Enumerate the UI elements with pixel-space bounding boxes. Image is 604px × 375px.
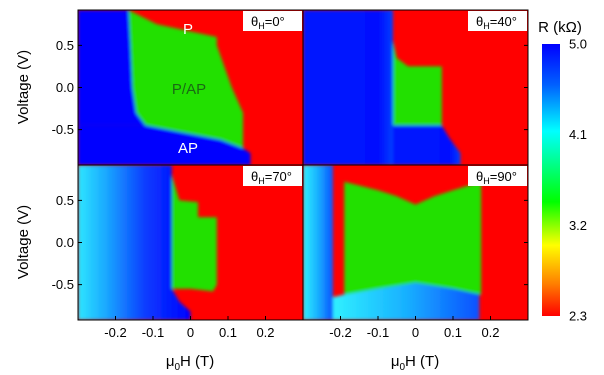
- y-tick-label: 0.5: [56, 38, 74, 53]
- y-axis-label-top: Voltage (V): [15, 50, 32, 124]
- panel-angle-label: θH=40°: [468, 11, 527, 31]
- x-tick-label: -0.2: [329, 325, 351, 340]
- heatmap-panel: θH=0° P P/AP AP: [77, 9, 304, 166]
- high-resistance-region: [393, 125, 461, 165]
- x-axis-left-ticks: -0.2 -0.1 0 0.1 0.2: [104, 316, 275, 340]
- y-tick-label: -0.5: [52, 277, 74, 292]
- colorbar-label: R (kΩ): [538, 19, 582, 36]
- colorbar-tick-label: 3.2: [569, 218, 587, 233]
- high-resistance-region: [78, 10, 146, 126]
- x-tick-label: 0.2: [481, 325, 499, 340]
- x-tick-label: 0.1: [444, 325, 462, 340]
- heatmap-panels: θH=0° P P/AP AP θH=40° θH=70° θH=90°: [77, 9, 529, 321]
- high-resistance-region: [333, 282, 480, 320]
- y-axis-top-ticks: 0.5 0.0 -0.5: [52, 38, 528, 137]
- intermediate-resistance-region: [171, 175, 217, 292]
- x-axis-label-right: μ0H (T): [391, 353, 439, 373]
- colorbar-tick-label: 2.3: [569, 309, 587, 324]
- panel-angle-label: θH=70°: [243, 166, 302, 186]
- high-resistance-region: [303, 10, 393, 165]
- x-axis-label-left: μ0H (T): [166, 353, 214, 373]
- x-tick-label: -0.1: [142, 325, 164, 340]
- intermediate-resistance-region: [393, 41, 442, 126]
- y-tick-label: -0.5: [52, 122, 74, 137]
- x-tick-label: -0.2: [104, 325, 126, 340]
- x-tick-label: 0.1: [219, 325, 237, 340]
- state-label-ap: AP: [178, 140, 198, 157]
- high-resistance-region: [78, 125, 251, 165]
- svg-text:θH=0°: θH=0°: [251, 14, 285, 31]
- svg-text:θH=90°: θH=90°: [476, 169, 517, 186]
- y-axis-bottom-ticks: 0.5 0.0 -0.5: [52, 193, 528, 292]
- intermediate-resistance-region: [128, 10, 243, 149]
- panel-angle-label: θH=0°: [243, 11, 302, 31]
- heatmap-panel: θH=40°: [302, 9, 529, 166]
- colorbar: [542, 44, 560, 316]
- state-label-pap: P/AP: [172, 81, 206, 98]
- x-tick-label: 0: [187, 325, 194, 340]
- high-resistance-region: [303, 165, 333, 320]
- colorbar-ticks: 5.0 4.1 3.2 2.3: [569, 37, 587, 324]
- heatmap-panel: θH=70°: [77, 164, 304, 321]
- colorbar-tick-label: 5.0: [569, 37, 587, 52]
- y-tick-label: 0.5: [56, 193, 74, 208]
- high-resistance-region: [78, 165, 191, 320]
- state-label-p: P: [183, 21, 193, 38]
- colorbar-tick-label: 4.1: [569, 127, 587, 142]
- y-tick-label: 0.0: [56, 235, 74, 250]
- intermediate-resistance-region: [344, 181, 482, 295]
- panel-angle-label: θH=90°: [468, 166, 527, 186]
- svg-text:θH=40°: θH=40°: [476, 14, 517, 31]
- heatmap-panel: θH=90°: [302, 164, 529, 321]
- svg-text:θH=70°: θH=70°: [251, 169, 292, 186]
- x-tick-label: 0.2: [256, 325, 274, 340]
- x-axis-right-ticks: -0.2 -0.1 0 0.1 0.2: [329, 316, 500, 340]
- y-tick-label: 0.0: [56, 80, 74, 95]
- x-tick-label: -0.1: [367, 325, 389, 340]
- x-tick-label: 0: [412, 325, 419, 340]
- y-axis-label-bottom: Voltage (V): [15, 205, 32, 279]
